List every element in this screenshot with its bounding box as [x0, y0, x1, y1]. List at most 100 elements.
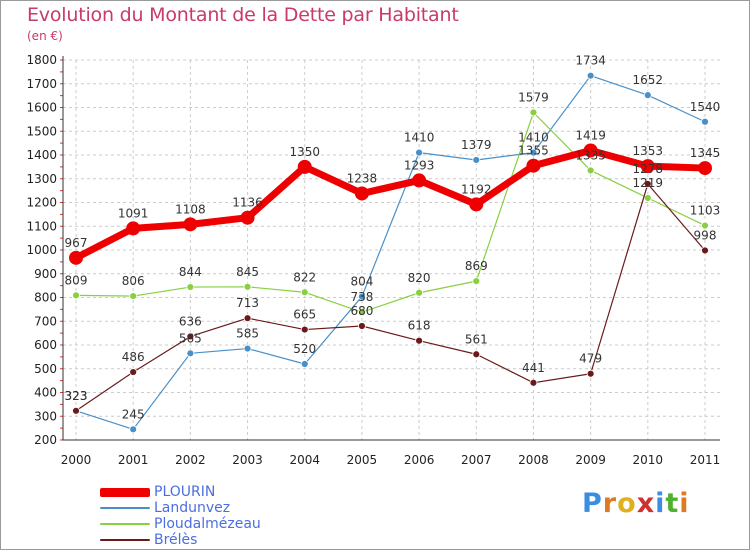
data-label: 565 [179, 331, 202, 345]
logo-letter: i [655, 488, 666, 519]
data-label: 806 [122, 274, 145, 288]
data-point [300, 288, 309, 297]
legend-item: PLOURIN [100, 484, 215, 500]
data-label: 1355 [518, 144, 549, 158]
data-label: 323 [65, 389, 88, 403]
data-label: 1103 [690, 204, 721, 218]
y-tick-label: 1300 [26, 172, 57, 186]
data-point [472, 277, 481, 286]
y-tick-label: 900 [34, 267, 57, 281]
logo-letter: x [636, 488, 656, 519]
data-point [129, 292, 138, 300]
data-point [183, 217, 198, 232]
y-tick-label: 1000 [26, 243, 57, 257]
legend-label: Ploudalmézeau [154, 516, 261, 532]
data-label: 845 [236, 265, 259, 279]
data-point [643, 194, 652, 202]
data-point [415, 148, 423, 157]
data-point [358, 292, 366, 301]
data-label: 822 [293, 270, 316, 284]
legend-label: Brélès [154, 532, 198, 548]
data-point [469, 197, 484, 212]
series-line-landunvez [75, 75, 706, 430]
data-label: 1419 [575, 128, 606, 142]
y-tick-label: 200 [34, 433, 57, 447]
data-label: 1219 [633, 176, 664, 190]
x-tick-label: 2006 [404, 453, 435, 467]
x-tick-label: 2009 [575, 453, 606, 467]
data-point [412, 173, 427, 188]
y-tick-label: 1100 [26, 219, 57, 233]
data-point [529, 148, 538, 157]
y-tick-label: 1500 [26, 124, 57, 138]
data-point [243, 344, 252, 353]
data-point [529, 378, 538, 387]
data-point [126, 221, 141, 236]
data-point [186, 349, 195, 358]
data-label: 1278 [633, 162, 664, 176]
data-point [358, 322, 366, 330]
data-label: 479 [579, 352, 602, 366]
data-point [354, 186, 369, 201]
x-tick-label: 2001 [118, 453, 149, 467]
proxiti-logo: Proxiti [582, 488, 690, 519]
x-tick-label: 2011 [690, 453, 721, 467]
x-tick-label: 2003 [232, 453, 263, 467]
logo-letter: i [679, 488, 690, 519]
data-label: 713 [236, 296, 259, 310]
legend-label: Landunvez [154, 500, 231, 516]
data-point [186, 332, 195, 341]
data-point [129, 368, 138, 376]
logo-letter: P [582, 488, 603, 519]
x-tick-label: 2008 [518, 453, 549, 467]
y-tick-label: 1800 [26, 53, 57, 67]
y-tick-label: 600 [34, 338, 57, 352]
data-point [701, 246, 709, 255]
y-tick-label: 1200 [26, 196, 57, 210]
data-label: 1410 [518, 131, 549, 145]
data-label: 1652 [633, 73, 664, 87]
data-label: 680 [350, 304, 373, 318]
data-point [586, 166, 595, 175]
data-label: 1192 [461, 182, 492, 196]
data-point [72, 406, 80, 415]
data-label: 1379 [461, 138, 492, 152]
data-point [643, 180, 652, 188]
data-point [300, 325, 309, 334]
data-label: 636 [179, 314, 202, 328]
y-tick-label: 800 [34, 291, 57, 305]
data-label: 618 [408, 319, 431, 333]
data-point [69, 250, 83, 265]
data-point [240, 210, 255, 225]
legend-item: Landunvez [100, 500, 230, 516]
data-point [297, 159, 312, 174]
y-tick-label: 300 [34, 409, 57, 423]
data-label: 1335 [575, 148, 606, 162]
data-point [472, 350, 481, 359]
logo-letter: t [665, 488, 680, 519]
chart-subtitle: (en €) [27, 29, 63, 43]
data-label: 1136 [232, 196, 263, 210]
data-label: 1345 [690, 146, 721, 160]
data-point [472, 156, 481, 164]
data-point [300, 360, 309, 368]
data-point [129, 425, 138, 434]
data-label: 738 [350, 290, 373, 304]
x-tick-label: 2004 [289, 453, 320, 467]
data-point [586, 71, 595, 80]
data-point [358, 308, 366, 317]
data-label: 441 [522, 361, 545, 375]
data-label: 820 [408, 271, 431, 285]
data-point [586, 369, 595, 378]
legend-item: Brélès [100, 532, 197, 548]
data-label: 1108 [175, 202, 206, 216]
x-tick-label: 2005 [347, 453, 378, 467]
data-label: 585 [236, 327, 259, 341]
data-label: 1410 [404, 131, 435, 145]
data-label: 804 [350, 275, 373, 289]
series-line-brélès [75, 183, 706, 412]
data-label: 1350 [289, 145, 320, 159]
data-point [72, 291, 80, 300]
data-point [640, 159, 655, 174]
data-point [243, 314, 252, 323]
